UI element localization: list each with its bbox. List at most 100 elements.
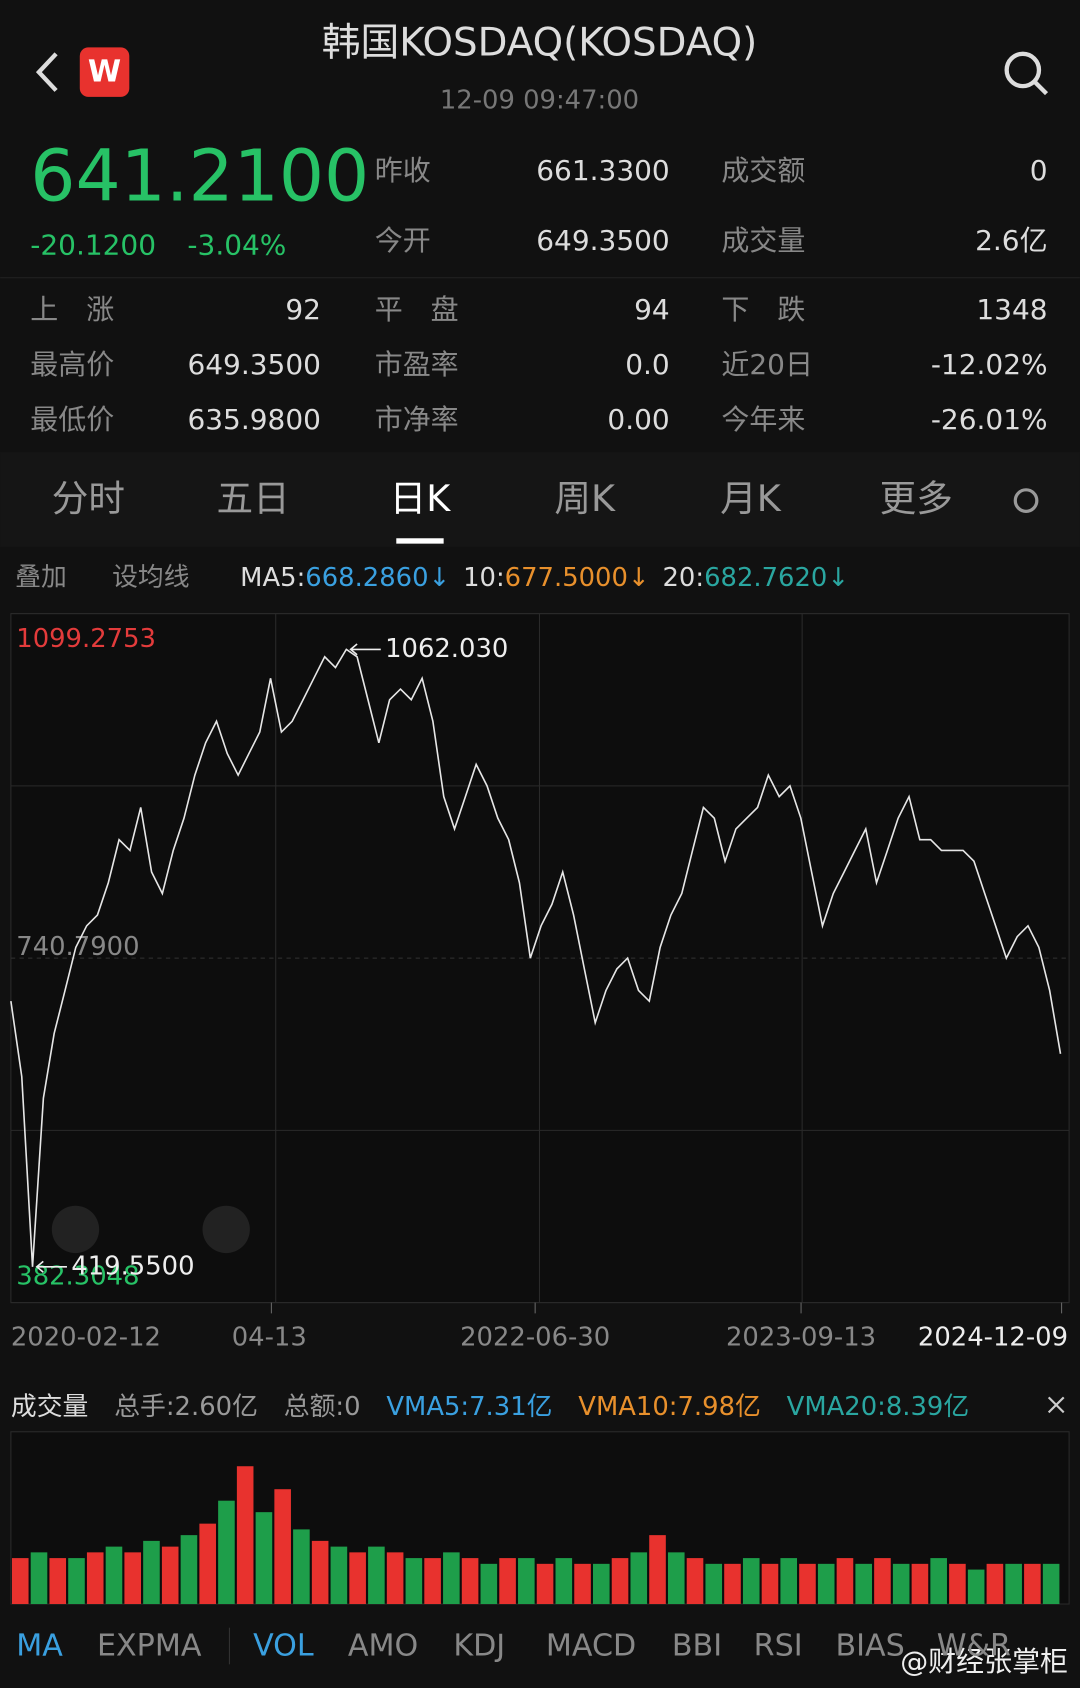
back-button[interactable]	[35, 52, 58, 92]
volume-bar	[649, 1535, 666, 1605]
volume-bar	[817, 1563, 835, 1605]
tab[interactable]: 五日	[217, 477, 290, 520]
stat-value: 0.0	[625, 348, 669, 381]
ma-arrow: ↓	[628, 563, 650, 593]
stat-value: 92	[285, 293, 321, 326]
title: 韩国KOSDAQ(KOSDAQ)	[322, 21, 757, 66]
volume-bar	[293, 1529, 310, 1605]
indicator-tab[interactable]: BIAS	[836, 1629, 905, 1664]
volume-bar	[518, 1558, 535, 1605]
volume-bar	[255, 1512, 273, 1605]
volume-bar	[761, 1563, 779, 1605]
indicator-tab[interactable]: EXPMA	[97, 1629, 202, 1664]
tab[interactable]: 日K	[390, 477, 452, 520]
stat-label: 上 涨	[30, 293, 114, 326]
volume-bar	[930, 1558, 947, 1605]
volume-bar	[967, 1569, 985, 1605]
ma-value: 677.5000	[505, 563, 628, 593]
tab[interactable]: 更多	[880, 477, 953, 520]
logo-text: W	[88, 55, 121, 90]
ma-values: MA5:668.2860↓ 10:677.5000↓ 20:682.7620↓	[240, 563, 849, 593]
indicator-tab[interactable]: W&R	[937, 1629, 1011, 1664]
indicator-tab[interactable]: BBI	[672, 1629, 722, 1664]
volume-bar	[780, 1558, 798, 1605]
volume-bar	[630, 1552, 648, 1605]
fullscreen-button[interactable]	[202, 1205, 250, 1254]
volume-bar	[874, 1558, 891, 1605]
volume-bar	[349, 1552, 366, 1605]
tab[interactable]: 周K	[554, 477, 616, 520]
tab[interactable]: 分时	[52, 477, 125, 520]
vma: VMA5:7.31亿	[386, 1392, 552, 1422]
vma: VMA20:8.39亿	[787, 1392, 970, 1422]
annotation-label: 1062.030	[385, 634, 508, 664]
stat-value: 94	[634, 293, 670, 326]
x-tick-label: 04-13	[232, 1323, 307, 1353]
volume-bar	[611, 1558, 629, 1605]
indicator-tab[interactable]: KDJ	[453, 1629, 505, 1664]
overlay-button[interactable]: 叠加	[15, 563, 67, 593]
volume-title: 成交量	[11, 1392, 88, 1422]
watermark: @财经张掌柜	[900, 1645, 1068, 1678]
expand-button[interactable]	[51, 1205, 100, 1254]
app-logo[interactable]	[79, 47, 130, 97]
volume-bar	[1005, 1563, 1022, 1605]
stat-label: 成交量	[721, 224, 805, 257]
annotation-arrow	[349, 643, 381, 656]
stat-label: 市净率	[375, 403, 459, 436]
x-tick-label: 2023-09-13	[726, 1323, 876, 1353]
y-tick-label: 740.7900	[16, 932, 139, 962]
x-tick-label: 2022-06-30	[460, 1323, 610, 1353]
total-amount: 总额:0	[284, 1392, 361, 1422]
indicator-tab[interactable]: VOL	[253, 1629, 314, 1664]
volume-bar	[555, 1558, 573, 1605]
ma-value: 668.2860	[305, 563, 428, 593]
stat-label: 今年来	[721, 403, 805, 436]
close-volume[interactable]	[1047, 1396, 1065, 1414]
volume-bar	[480, 1563, 498, 1605]
volume-bar	[11, 1558, 29, 1605]
annotation-arrow	[35, 1260, 67, 1273]
volume-bar	[274, 1489, 291, 1605]
volume-header: 成交量 总手:2.60亿 总额:0 VMA5:7.31亿 VMA10:7.98亿 VMA2…	[11, 1392, 969, 1422]
ma-arrow: ↓	[429, 563, 451, 593]
volume-bar	[311, 1540, 329, 1605]
volume-bar	[855, 1563, 872, 1605]
search-button[interactable]	[1004, 51, 1042, 89]
indicator-tab[interactable]: MA	[16, 1629, 63, 1664]
indicator-tab[interactable]: MACD	[546, 1629, 636, 1664]
x-tick-label: 2024-12-09	[918, 1323, 1068, 1353]
volume-bar	[124, 1552, 142, 1605]
stat-value: 2.6亿	[975, 224, 1047, 257]
stat-label: 平 盘	[375, 293, 459, 326]
volume-bar	[330, 1546, 348, 1605]
tab-indicator	[396, 538, 444, 544]
stat-value: 0.00	[607, 403, 669, 436]
time: 12-09 09:47:00	[440, 86, 639, 116]
change-percent: -3.04%	[187, 229, 286, 262]
volume-bar	[68, 1558, 85, 1605]
stat-value: -26.01%	[931, 403, 1048, 436]
volume-bar	[499, 1558, 516, 1605]
ma-label: 20:	[663, 563, 705, 593]
volume-bar	[386, 1552, 404, 1605]
volume-bar	[892, 1563, 910, 1605]
tab[interactable]: 月K	[720, 477, 782, 520]
volume-bar	[405, 1558, 423, 1605]
stat-label: 成交额	[721, 154, 805, 187]
indicator-tab[interactable]: AMO	[348, 1629, 418, 1664]
set-ma-button[interactable]: 设均线	[112, 563, 189, 593]
indicator-tab[interactable]: RSI	[754, 1629, 803, 1664]
stat-value: 0	[1030, 154, 1048, 187]
volume-bar	[705, 1563, 723, 1605]
annotation-label: 419.5500	[71, 1251, 194, 1281]
settings-button[interactable]	[1013, 488, 1039, 513]
volume-bar	[536, 1563, 554, 1605]
volume-bar	[443, 1552, 460, 1605]
volume-bar	[742, 1558, 760, 1605]
volume-bar	[368, 1546, 385, 1605]
x-tick-label: 2020-02-12	[11, 1323, 161, 1353]
ma-label: MA5:	[240, 563, 305, 593]
search-handle	[1033, 80, 1049, 96]
